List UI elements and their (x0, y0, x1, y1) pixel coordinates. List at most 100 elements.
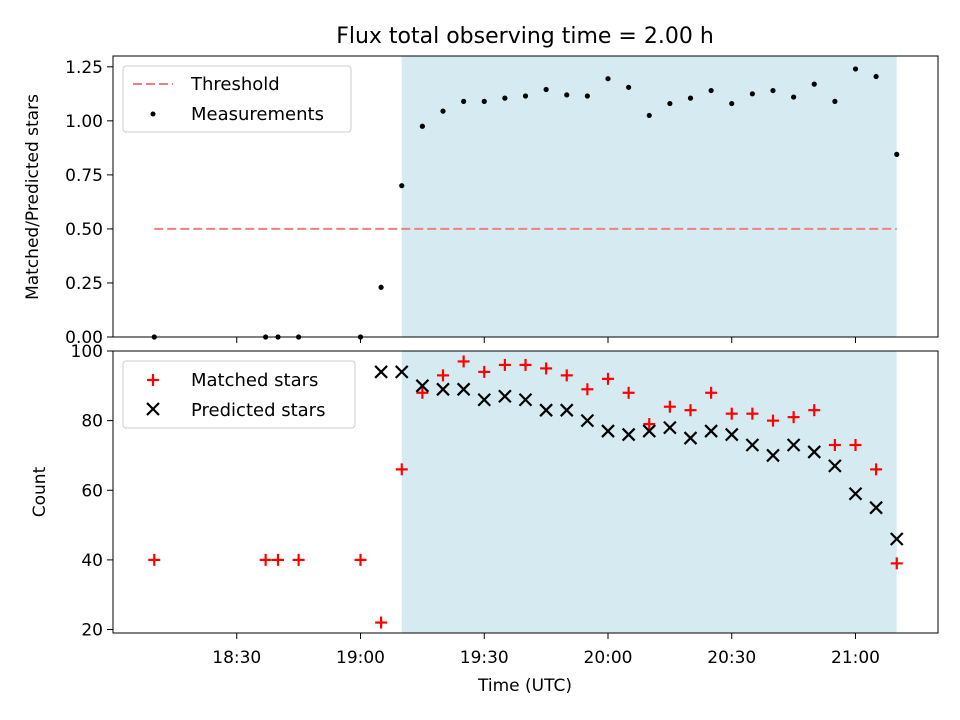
x-tick-label: 18:30 (212, 648, 261, 668)
measurement-point (791, 94, 797, 100)
predicted-star-point (415, 379, 430, 393)
top-y-axis-label: Matched/Predicted stars (23, 94, 43, 300)
predicted-star-point (477, 392, 492, 407)
predicted-star-point (745, 438, 760, 452)
measurement-point (378, 284, 384, 290)
x-tick-label: 20:00 (584, 648, 633, 668)
bottom-x-axis: 18:30 19:00 19:30 20:00 20:30 21:00 (212, 633, 880, 668)
predicted-star-point (456, 382, 471, 397)
matched-star-point (663, 400, 676, 413)
measurement-point (687, 95, 694, 101)
y-tick-label: 100 (71, 342, 103, 362)
y-tick-label: 0.75 (65, 166, 103, 186)
matched-star-point (787, 411, 800, 424)
y-tick-label: 1.00 (65, 112, 103, 132)
matched-star-point (416, 386, 429, 399)
measurement-point (832, 98, 838, 104)
x-tick-label: 19:30 (460, 648, 509, 668)
y-tick-label: 0.25 (65, 274, 103, 294)
measurement-point (564, 92, 570, 98)
predicted-star-point (601, 424, 615, 438)
y-tick-label: 1.25 (65, 58, 103, 78)
matched-star-point (581, 383, 594, 396)
top-legend-box (122, 65, 352, 133)
predicted-star-point (848, 486, 863, 501)
predicted-star-point (683, 431, 698, 445)
matched-star-point (725, 407, 738, 420)
top-axes-frame (112, 55, 939, 338)
measurement-point (440, 108, 446, 114)
legend-matched-label: Matched stars (191, 370, 318, 391)
predicted-star-point (869, 500, 883, 515)
predicted-star-point (559, 403, 574, 417)
matched-star-point (622, 386, 635, 399)
measurement-point (543, 86, 549, 93)
predicted-star-point (766, 448, 780, 463)
predicted-star-point (394, 365, 409, 379)
bottom-y-axis-label: Count (30, 466, 50, 517)
matched-star-point (602, 372, 614, 385)
x-tick-label: 19:00 (336, 648, 385, 668)
y-tick-label: 80 (81, 412, 103, 432)
matched-star-point (705, 386, 718, 399)
predicted-star-point (621, 427, 636, 442)
predicted-star-point (663, 420, 677, 435)
legend-threshold-label: Threshold (190, 74, 280, 95)
measurement-point (646, 112, 652, 119)
measurement-point (419, 123, 425, 129)
matched-star-point (478, 365, 491, 378)
matched-star-point (684, 404, 697, 417)
matched-star-point (870, 463, 883, 476)
y-tick-label: 20 (81, 621, 103, 641)
bottom-y-axis: 20 40 60 80 100 (71, 342, 113, 641)
x-tick-label: 20:30 (707, 648, 756, 668)
matched-star-point (148, 553, 161, 566)
legend-measurements-label: Measurements (191, 104, 324, 125)
matched-star-point (746, 407, 759, 420)
measurement-point (770, 87, 776, 94)
matched-star-point (560, 369, 573, 382)
measurement-point (461, 98, 467, 104)
bottom-legend: Matched stars Predicted stars (122, 360, 356, 429)
chart-title: Flux total observing time = 2.00 h (336, 24, 714, 49)
bottom-legend-box (122, 360, 356, 429)
matched-star-point (767, 414, 779, 427)
predicted-star-point (642, 424, 657, 438)
matched-star-point (395, 463, 408, 476)
matched-star-point (375, 616, 388, 629)
measurement-point (502, 95, 508, 101)
top-panel: 0.00 0.25 0.50 0.75 1.00 1.25 Matched/Predict… (23, 55, 939, 348)
legend-measurements-swatch (150, 111, 156, 117)
bottom-panel: 20 40 60 80 100 18:30 19:00 19:30 20:00 20:30 21:… (30, 342, 939, 696)
predicted-star-point (580, 413, 595, 428)
predicted-star-point (436, 382, 450, 397)
matched-star-point (272, 553, 284, 566)
predicted-star-point (518, 392, 533, 407)
top-x-ticks (236, 337, 856, 343)
predicted-star-point (889, 532, 904, 546)
matched-star-point (292, 553, 305, 566)
measurement-point (852, 66, 859, 72)
top-legend: Threshold Measurements (122, 65, 352, 133)
y-tick-label: 40 (81, 551, 103, 571)
matched-star-point (437, 369, 449, 382)
measurement-point (749, 91, 755, 97)
top-measurement-points (151, 66, 900, 340)
measurement-point (522, 93, 529, 99)
measurement-point (626, 84, 632, 90)
matched-star-point (828, 439, 841, 451)
measurement-point (584, 93, 590, 99)
predicted-star-point (498, 389, 512, 404)
legend-predicted-swatch (146, 402, 160, 416)
measurement-point (481, 98, 487, 104)
measurement-point (399, 183, 405, 189)
matched-star-point (519, 358, 532, 371)
legend-predicted-label: Predicted stars (191, 400, 325, 421)
legend-matched-swatch (147, 374, 159, 386)
top-y-axis: 0.00 0.25 0.50 0.75 1.00 1.25 (65, 58, 113, 348)
y-tick-label: 60 (81, 481, 103, 501)
matched-star-point (259, 553, 272, 566)
measurement-point (605, 76, 611, 82)
measurement-point (811, 81, 817, 87)
